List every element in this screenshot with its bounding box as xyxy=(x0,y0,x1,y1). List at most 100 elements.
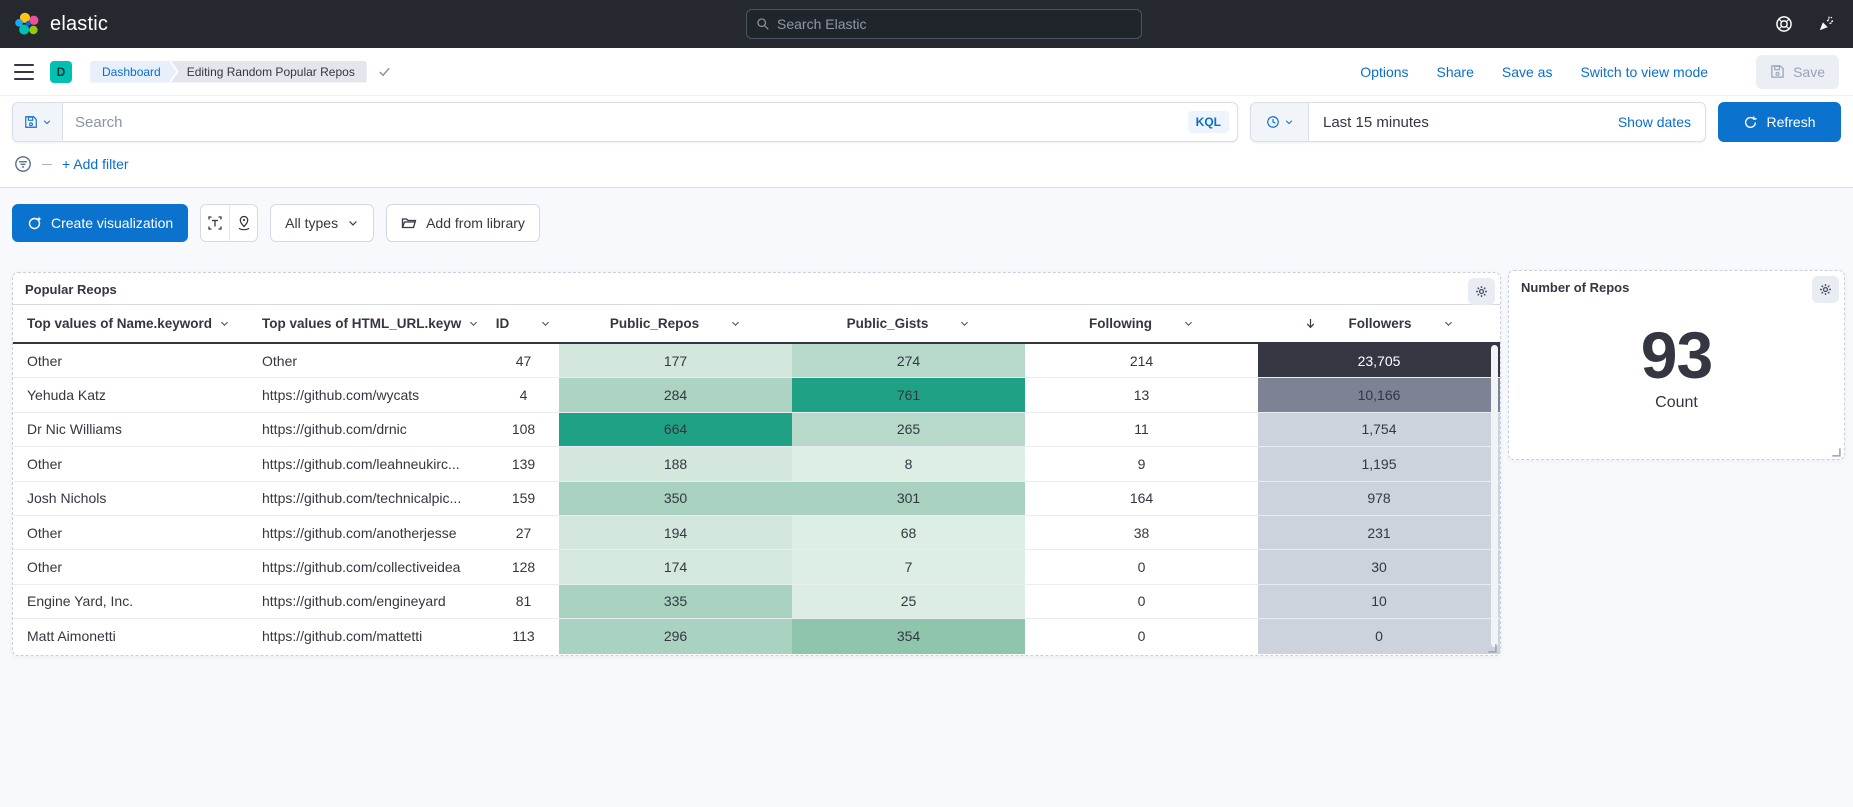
add-map-button[interactable] xyxy=(229,205,257,241)
column-header-4[interactable]: Public_Gists xyxy=(792,305,1025,342)
section-divider xyxy=(0,187,1853,188)
table-cell: Other xyxy=(262,352,298,369)
all-types-label: All types xyxy=(285,215,339,231)
show-dates-button[interactable]: Show dates xyxy=(1617,114,1691,130)
global-search[interactable] xyxy=(746,9,1142,39)
table-cell: 139 xyxy=(511,455,536,472)
chevron-down-icon xyxy=(42,117,52,127)
table-cell: 164 xyxy=(1129,490,1154,507)
vertical-scrollbar[interactable] xyxy=(1491,345,1498,647)
column-header-label: Following xyxy=(1089,316,1152,331)
column-header-6[interactable]: Followers xyxy=(1258,305,1500,342)
table-row: Other Other 47 177 274 214 23,705 xyxy=(13,344,1500,379)
table-body: Other Other 47 177 274 214 23,705 Yehuda Katz ht… xyxy=(13,344,1500,654)
query-bar-section: KQL Last 15 minutes Show dates Refresh +… xyxy=(0,96,1853,187)
table-cell: 10 xyxy=(1258,584,1500,619)
table-cell: Other xyxy=(27,559,63,576)
table-cell: Other xyxy=(27,524,63,541)
save-as-link[interactable]: Save as xyxy=(1501,63,1553,80)
table-cell: 274 xyxy=(792,344,1025,378)
table-row: Other https://github.com/collectiveidea 12… xyxy=(13,550,1500,585)
chevron-down-icon xyxy=(347,217,359,229)
share-link[interactable]: Share xyxy=(1436,63,1474,80)
table-row: Josh Nichols https://github.com/technical… xyxy=(13,481,1500,516)
table-cell: 8 xyxy=(792,447,1025,481)
add-filter-button[interactable]: + Add filter xyxy=(62,156,129,172)
chevron-down-icon xyxy=(1443,318,1454,329)
all-types-dropdown[interactable]: All types xyxy=(270,204,375,242)
table-cell: 0 xyxy=(1137,559,1146,576)
table-panel-title: Popular Reops xyxy=(25,282,117,297)
create-visualization-label: Create visualization xyxy=(51,215,174,231)
column-header-5[interactable]: Following xyxy=(1025,305,1258,342)
elastic-logo-icon xyxy=(14,11,41,38)
column-header-label: Top values of Name.keyword xyxy=(27,316,213,331)
table-cell: Engine Yard, Inc. xyxy=(27,593,134,610)
table-row: Dr Nic Williams https://github.com/drnic 1… xyxy=(13,412,1500,448)
table-cell: 4 xyxy=(519,387,528,404)
menu-icon[interactable] xyxy=(14,63,34,80)
create-visualization-button[interactable]: Create visualization xyxy=(12,204,189,242)
metric-panel: Number of Repos 93 Count xyxy=(1508,270,1845,460)
table-row: Other https://github.com/anotherjesse 27 19… xyxy=(13,515,1500,551)
global-search-input[interactable] xyxy=(777,16,1132,32)
refresh-icon xyxy=(1743,115,1758,130)
kql-language-button[interactable]: KQL xyxy=(1187,111,1229,133)
table-cell: https://github.com/technicalpic... xyxy=(262,490,462,507)
time-range-value[interactable]: Last 15 minutes xyxy=(1323,113,1429,131)
refresh-button-label: Refresh xyxy=(1766,114,1816,130)
add-text-button[interactable] xyxy=(201,205,229,241)
lens-icon xyxy=(27,215,43,231)
table-cell: 9 xyxy=(1137,455,1146,472)
table-cell: 188 xyxy=(559,447,792,481)
table-panel: Popular Reops Top values of Name.keyword… xyxy=(12,272,1501,656)
table-cell: 13 xyxy=(1133,387,1150,404)
table-cell: 68 xyxy=(792,515,1025,550)
panel-settings-gear-icon[interactable] xyxy=(1468,278,1495,305)
breadcrumb-current-page: Editing Random Popular Repos xyxy=(170,60,367,83)
time-picker-quick-menu-button[interactable] xyxy=(1251,103,1309,141)
table-cell: 0 xyxy=(1137,628,1146,645)
query-search-input[interactable] xyxy=(63,113,1188,131)
table-cell: Matt Aimonetti xyxy=(27,628,116,645)
table-cell: 335 xyxy=(559,584,792,619)
add-from-library-label: Add from library xyxy=(426,215,525,231)
filter-icon[interactable] xyxy=(14,155,32,173)
save-button[interactable]: Save xyxy=(1756,54,1839,89)
table-cell: 27 xyxy=(515,524,532,541)
chevron-down-icon xyxy=(730,318,741,329)
column-header-2[interactable]: ID xyxy=(488,305,559,342)
breadcrumb-dashboard[interactable]: Dashboard xyxy=(90,61,177,83)
table-row: Other https://github.com/leahneukirc... 13… xyxy=(13,447,1500,482)
table-cell: 664 xyxy=(559,412,792,447)
table-cell: https://github.com/mattetti xyxy=(262,628,423,645)
resize-handle[interactable] xyxy=(1830,446,1841,457)
table-cell: 0 xyxy=(1258,619,1500,654)
filter-divider xyxy=(42,163,52,165)
column-header-0[interactable]: Top values of Name.keyword xyxy=(13,305,248,342)
column-header-label: ID xyxy=(495,316,510,331)
resize-handle[interactable] xyxy=(1486,642,1497,653)
table-cell: 10,166 xyxy=(1258,378,1500,412)
table-cell: 284 xyxy=(559,378,792,412)
table-cell: 113 xyxy=(512,628,535,645)
table-header-row: Top values of Name.keyword Top values of … xyxy=(13,304,1500,344)
table-cell: Other xyxy=(27,352,63,369)
add-from-library-button[interactable]: Add from library xyxy=(386,204,540,242)
table-cell: 761 xyxy=(792,378,1025,412)
table-cell: 1,195 xyxy=(1258,447,1500,481)
space-avatar[interactable]: D xyxy=(50,60,72,83)
table-cell: 108 xyxy=(511,421,536,438)
newsfeed-icon[interactable] xyxy=(1817,15,1835,33)
switch-to-view-mode-link[interactable]: Switch to view mode xyxy=(1580,63,1709,80)
column-header-label: Top values of HTML_URL.keyw xyxy=(262,316,462,331)
saved-query-menu-button[interactable] xyxy=(13,103,63,141)
refresh-button[interactable]: Refresh xyxy=(1718,102,1841,142)
global-header: elastic xyxy=(0,0,1853,48)
options-link[interactable]: Options xyxy=(1360,63,1409,80)
column-header-1[interactable]: Top values of HTML_URL.keyw xyxy=(248,305,488,342)
elastic-brand[interactable]: elastic xyxy=(14,11,108,38)
panel-settings-gear-icon[interactable] xyxy=(1812,276,1839,303)
help-icon[interactable] xyxy=(1775,15,1793,33)
column-header-3[interactable]: Public_Repos xyxy=(559,305,792,342)
